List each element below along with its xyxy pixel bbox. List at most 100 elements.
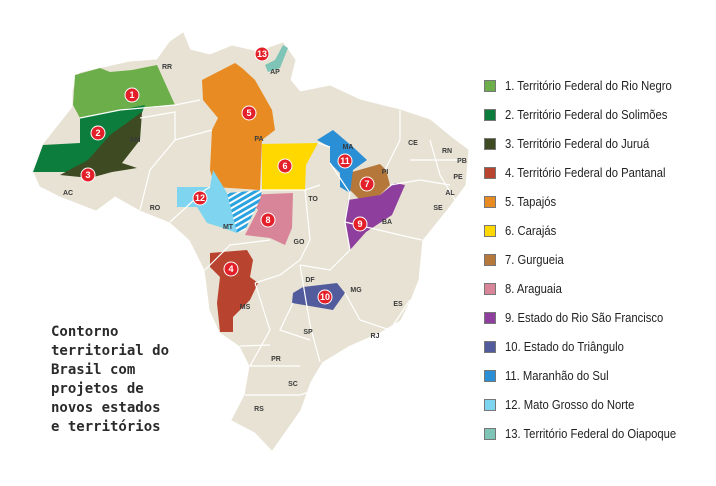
marker-number: 2 <box>95 128 100 138</box>
region-overlap-hatched <box>227 190 262 233</box>
state-label-rj: RJ <box>371 333 380 340</box>
legend-label: 5. Tapajós <box>505 194 557 209</box>
legend-swatch <box>484 427 496 440</box>
region-12[interactable] <box>177 170 237 233</box>
region-marker-13[interactable]: 13 <box>254 46 270 62</box>
legend-item-13: 13. Território Federal do Oiapoque <box>484 419 695 448</box>
marker-circle <box>359 176 375 192</box>
legend-swatch <box>484 282 496 295</box>
legend-label: 6. Carajás <box>505 223 557 238</box>
region-marker-6[interactable]: 6 <box>277 158 293 174</box>
state-label-se: SE <box>433 205 443 212</box>
legend-item-4: 4. Território Federal do Pantanal <box>484 158 695 187</box>
region-5[interactable] <box>202 63 275 190</box>
region-4[interactable] <box>210 250 258 332</box>
state-label-es: ES <box>393 301 403 308</box>
state-label-pr: PR <box>271 356 281 363</box>
legend-swatch <box>484 253 496 266</box>
region-marker-1[interactable]: 1 <box>124 87 140 103</box>
legend-item-5: 5. Tapajós <box>484 187 695 216</box>
marker-circle <box>124 87 140 103</box>
region-9[interactable] <box>345 183 405 250</box>
region-13[interactable] <box>265 45 288 72</box>
marker-circle <box>223 261 239 277</box>
state-label-ba: BA <box>382 219 392 226</box>
marker-circle <box>254 46 270 62</box>
state-label-ap: AP <box>270 69 280 76</box>
legend-item-2: 2. Território Federal do Solimões <box>484 100 695 129</box>
marker-circle <box>337 153 353 169</box>
marker-number: 12 <box>195 193 205 203</box>
state-label-ac: AC <box>63 190 73 197</box>
state-label-to: TO <box>308 196 318 203</box>
region-marker-12[interactable]: 12 <box>192 190 208 206</box>
marker-number: 6 <box>282 161 287 171</box>
caption-line: Contorno <box>51 324 119 340</box>
legend-swatch <box>484 137 496 150</box>
legend-label: 9. Estado do Rio São Francisco <box>505 310 664 325</box>
marker-circle <box>260 212 276 228</box>
legend-item-10: 10. Estado do Triângulo <box>484 332 695 361</box>
legend-swatch <box>484 398 496 411</box>
region-marker-5[interactable]: 5 <box>241 105 257 121</box>
state-borders <box>79 99 465 396</box>
state-label-pa: PA <box>254 136 263 143</box>
region-marker-11[interactable]: 11 <box>337 153 353 169</box>
marker-number: 8 <box>265 215 270 225</box>
region-marker-7[interactable]: 7 <box>359 176 375 192</box>
region-marker-8[interactable]: 8 <box>260 212 276 228</box>
legend-swatch <box>484 224 496 237</box>
marker-circle <box>352 216 368 232</box>
legend-swatch <box>484 79 496 92</box>
legend: 1. Território Federal do Rio Negro 2. Ter… <box>484 71 695 448</box>
state-label-ro: RO <box>150 205 161 212</box>
legend-item-8: 8. Araguaia <box>484 274 695 303</box>
legend-swatch <box>484 108 496 121</box>
region-marker-4[interactable]: 4 <box>223 261 239 277</box>
marker-circle <box>80 167 96 183</box>
state-label-rr: RR <box>162 64 172 71</box>
map-caption: Contorno territorial do Brasil com projetos… <box>51 323 211 437</box>
region-3[interactable] <box>60 112 142 178</box>
region-marker-10[interactable]: 10 <box>317 289 333 305</box>
marker-number: 1 <box>129 90 134 100</box>
state-label-rs: RS <box>254 406 264 413</box>
state-label-ma: MA <box>343 144 354 151</box>
legend-item-11: 11. Maranhão do Sul <box>484 361 695 390</box>
state-label-sc: SC <box>288 381 298 388</box>
state-label-ms: MS <box>240 304 251 311</box>
legend-item-1: 1. Território Federal do Rio Negro <box>484 71 695 100</box>
legend-label: 11. Maranhão do Sul <box>505 368 609 383</box>
state-label-ce: CE <box>408 140 418 147</box>
marker-number: 7 <box>364 179 369 189</box>
caption-line: projetos de <box>51 381 144 397</box>
legend-label: 4. Território Federal do Pantanal <box>505 165 666 180</box>
state-label-df: DF <box>305 277 315 284</box>
state-label-go: GO <box>294 239 305 246</box>
legend-swatch <box>484 311 496 324</box>
region-1[interactable] <box>73 65 175 118</box>
legend-label: 7. Gurgueia <box>505 252 564 267</box>
legend-label: 1. Território Federal do Rio Negro <box>505 78 672 93</box>
marker-number: 13 <box>257 49 267 59</box>
legend-label: 2. Território Federal do Solimões <box>505 107 668 122</box>
marker-number: 4 <box>228 264 233 274</box>
region-marker-3[interactable]: 3 <box>80 167 96 183</box>
marker-number: 3 <box>85 170 90 180</box>
region-marker-9[interactable]: 9 <box>352 216 368 232</box>
legend-swatch <box>484 195 496 208</box>
region-marker-2[interactable]: 2 <box>90 125 106 141</box>
legend-swatch <box>484 340 496 353</box>
legend-label: 12. Mato Grosso do Norte <box>505 397 635 412</box>
state-label-mg: MG <box>350 287 362 294</box>
caption-line: Brasil com <box>51 362 136 378</box>
legend-item-6: 6. Carajás <box>484 216 695 245</box>
region-2[interactable] <box>33 105 145 172</box>
legend-swatch <box>484 369 496 382</box>
legend-label: 3. Território Federal do Juruá <box>505 136 650 151</box>
state-label-pe: PE <box>453 174 463 181</box>
caption-line: territorial do <box>51 343 170 359</box>
state-label-al: AL <box>445 190 455 197</box>
